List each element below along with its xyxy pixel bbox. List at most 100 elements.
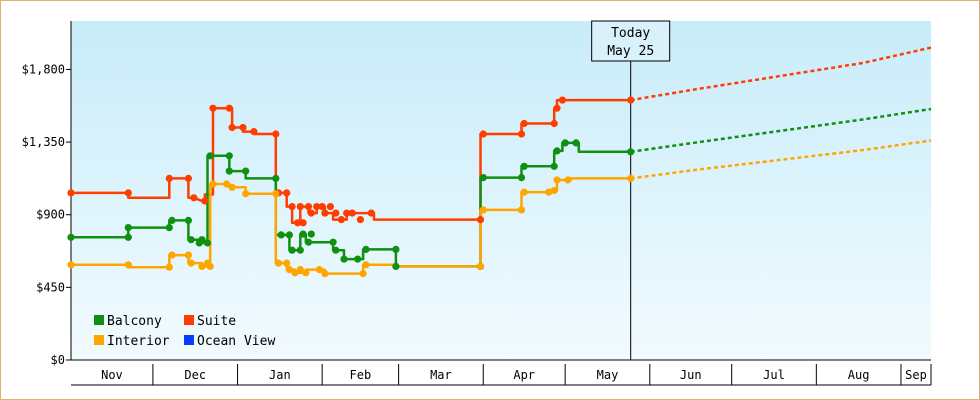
x-tick-label: Feb [350,368,372,382]
interior-data-point [302,269,310,277]
suite-data-point [307,209,315,217]
y-tick-label: $0 [51,353,65,367]
suite-data-point [299,219,307,227]
interior-data-point [283,259,291,267]
legend: Balcony Suite Interior Ocean View [94,314,275,349]
suite-data-point [250,128,258,136]
interior-data-point [67,261,75,269]
balcony-data-point [124,233,132,241]
balcony-data-point [165,224,173,232]
balcony-data-point [520,162,528,170]
today-date: May 25 [607,44,654,59]
balcony-data-point [304,238,313,246]
balcony-projection-line [630,107,932,154]
interior-data-point [198,262,206,270]
interior-data-point [285,266,293,274]
interior-data-point [291,269,299,277]
suite-data-point [184,174,192,182]
suite-data-point [550,119,558,128]
balcony-data-point [392,245,400,253]
suite-data-point [239,123,247,132]
suite-data-point [367,209,375,217]
x-tick-label: Jun [680,368,702,382]
balcony-data-point [332,246,340,254]
balcony-data-point [553,147,561,155]
balcony-data-point [184,216,192,224]
balcony-data-point [187,236,195,244]
suite-data-point [553,104,561,112]
x-tick-label: Apr [513,368,535,382]
balcony-data-point [627,148,635,156]
interior-data-point [359,270,367,278]
interior-data-point [321,270,329,278]
balcony-data-point [206,152,214,160]
balcony-data-point [288,246,296,254]
suite-data-point [313,203,321,211]
legend-swatch-interior [94,335,104,345]
interior-data-point [296,266,304,274]
suite-data-point [558,96,567,104]
x-tick-label: Dec [184,368,206,382]
today-marker: Today May 25 [591,20,671,360]
interior-data-point [479,206,487,214]
suite-data-point [294,219,302,227]
interior-data-point [209,180,217,188]
suite-data-point [165,174,173,182]
balcony-data-point [277,231,285,239]
balcony-data-point [354,255,362,263]
x-tick-label: Sep [905,368,927,382]
suite-data-point [190,194,198,202]
balcony-data-point [67,233,75,241]
balcony-data-point [362,245,370,253]
y-tick-label: $1,350 [22,135,65,149]
interior-data-point [476,262,485,270]
suite-data-point [326,203,334,211]
suite-data-point [348,209,356,217]
interior-data-point [274,259,283,267]
x-tick-label: May [597,368,619,382]
interior-data-point [124,261,132,269]
balcony-data-point [225,167,233,175]
balcony-data-point [329,238,337,246]
suite-data-point [124,189,132,197]
legend-swatch-balcony [94,315,104,325]
suite-data-point [479,130,487,138]
interior-data-point [228,183,236,191]
legend-label-balcony: Balcony [107,314,162,329]
suite-data-point [283,189,291,197]
interior-data-point [545,188,553,196]
suite-data-point [520,119,528,128]
suite-data-point [209,104,217,112]
balcony-data-point [340,255,348,263]
balcony-data-point [299,230,307,238]
x-tick-label: Aug [848,368,870,382]
y-tick-label: $900 [36,208,65,222]
interior-data-point [517,206,526,214]
interior-data-point [627,174,635,182]
balcony-data-point [572,139,580,147]
suite-data-point [67,189,75,197]
interior-data-point [564,176,572,184]
interior-data-point [223,180,231,188]
interior-data-point [272,190,280,198]
suite-data-point [225,104,233,112]
suite-data-point [332,209,340,217]
balcony-data-point [307,230,315,238]
balcony-data-point [198,236,206,244]
x-tick-label: Jul [763,368,785,382]
interior-data-point [550,186,558,195]
suite-data-point [318,203,326,211]
interior-data-point [362,261,370,269]
balcony-data-point [550,162,558,170]
interior-data-point [168,251,176,259]
legend-label-suite: Suite [197,314,236,329]
balcony-data-point [272,174,280,182]
suite-data-point [304,203,313,211]
suite-data-point [517,130,526,138]
interior-data-point [206,262,214,270]
series-markers [67,96,635,278]
interior-data-point [315,266,323,274]
plot-background [71,21,931,360]
x-tick-label: Mar [430,368,452,382]
